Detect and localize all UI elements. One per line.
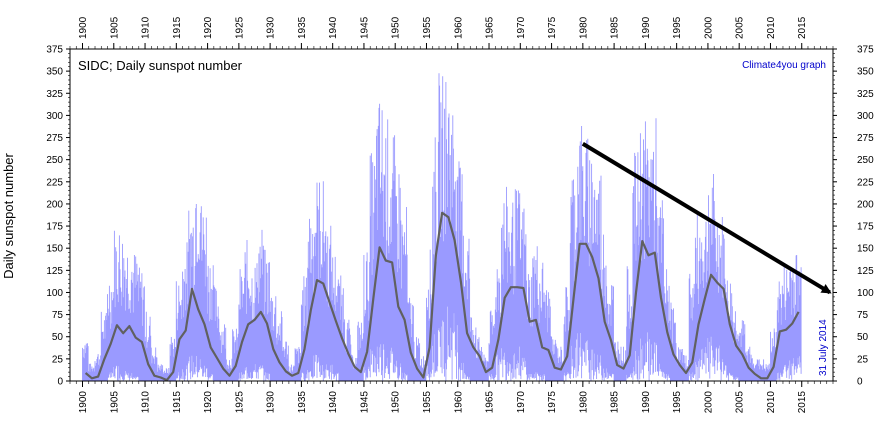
x-tick-label-bottom: 1960 [453,391,464,414]
y-tick-label-left: 0 [57,377,63,388]
y-tick-label-left: 300 [46,111,63,122]
y-tick-label-right: 275 [857,133,874,144]
y-tick-label-left: 250 [46,155,63,166]
x-tick-label-top: 2015 [797,16,808,39]
x-tick-label-bottom: 1970 [516,391,527,414]
y-tick-label-right: 200 [857,199,874,210]
x-tick-label-top: 1930 [266,16,277,39]
trend-arrow [581,142,832,295]
x-tick-label-top: 1915 [172,16,183,39]
y-tick-label-right: 125 [857,266,874,277]
x-tick-label-top: 1990 [641,16,652,39]
x-tick-label-top: 1995 [672,16,683,39]
y-tick-label-right: 325 [857,89,874,100]
axis-layer: 0 0 25 25 50 50 75 75 100 100 125 125 150 150 175 175 20… [46,16,874,413]
x-tick-label-top: 1935 [297,16,308,39]
y-tick-label-left: 375 [46,45,63,56]
chart-credit: Climate4you graph [742,60,826,71]
x-tick-label-top: 1945 [359,16,370,39]
y-tick-label-left: 275 [46,133,63,144]
y-tick-label-left: 100 [46,288,63,299]
x-tick-label-bottom: 1905 [109,391,120,414]
x-tick-label-top: 1910 [141,16,152,39]
x-tick-label-bottom: 1930 [266,391,277,414]
x-tick-label-bottom: 1940 [328,391,339,414]
y-tick-label-right: 300 [857,111,874,122]
daily-sunspot-series [82,73,802,381]
chart-date-note: 31 July 2014 [818,319,829,376]
x-tick-label-top: 1905 [109,16,120,39]
smoothed-sunspot-series [84,211,800,382]
x-tick-label-top: 1960 [453,16,464,39]
y-tick-label-left: 150 [46,244,63,255]
y-tick-label-right: 25 [857,354,869,365]
y-tick-label-left: 325 [46,89,63,100]
y-tick-label-left: 175 [46,222,63,233]
y-tick-label-right: 75 [857,310,869,321]
x-tick-label-top: 1900 [78,16,89,39]
x-tick-label-top: 1950 [391,16,402,39]
x-tick-label-bottom: 1965 [485,391,496,414]
x-tick-label-bottom: 1995 [672,391,683,414]
x-tick-label-bottom: 1915 [172,391,183,414]
y-axis-label: Daily sunspot number [1,152,16,278]
x-tick-label-bottom: 1990 [641,391,652,414]
x-tick-label-bottom: 1950 [391,391,402,414]
x-tick-label-bottom: 1920 [203,391,214,414]
x-tick-label-top: 2000 [703,16,714,39]
y-tick-label-right: 225 [857,177,874,188]
y-tick-label-right: 350 [857,67,874,78]
y-tick-label-left: 50 [52,332,64,343]
y-tick-label-right: 0 [857,377,863,388]
x-tick-label-top: 1980 [578,16,589,39]
x-tick-label-top: 1985 [610,16,621,39]
x-tick-label-bottom: 1980 [578,391,589,414]
chart-title: SIDC; Daily sunspot number [78,58,243,73]
x-tick-label-bottom: 2000 [703,391,714,414]
x-tick-label-bottom: 1900 [78,391,89,414]
x-tick-label-bottom: 2010 [766,391,777,414]
x-tick-label-bottom: 1945 [359,391,370,414]
y-tick-label-left: 125 [46,266,63,277]
x-tick-label-top: 1940 [328,16,339,39]
x-tick-label-top: 1965 [485,16,496,39]
plot-layer [82,73,832,382]
x-tick-label-top: 2010 [766,16,777,39]
y-tick-label-left: 200 [46,199,63,210]
y-tick-label-right: 150 [857,244,874,255]
x-tick-label-bottom: 1975 [547,391,558,414]
x-tick-label-bottom: 2005 [735,391,746,414]
x-tick-label-top: 1975 [547,16,558,39]
y-tick-label-right: 50 [857,332,869,343]
y-tick-label-left: 350 [46,67,63,78]
x-tick-label-top: 1925 [234,16,245,39]
y-tick-label-right: 100 [857,288,874,299]
x-tick-label-bottom: 2015 [797,391,808,414]
x-tick-label-top: 2005 [735,16,746,39]
x-tick-label-top: 1920 [203,16,214,39]
x-tick-label-bottom: 1910 [141,391,152,414]
x-tick-label-bottom: 1935 [297,391,308,414]
y-tick-label-right: 375 [857,45,874,56]
y-tick-label-right: 250 [857,155,874,166]
y-tick-label-right: 175 [857,222,874,233]
y-tick-label-left: 25 [52,354,64,365]
x-tick-label-bottom: 1955 [422,391,433,414]
y-tick-label-left: 225 [46,177,63,188]
x-tick-label-bottom: 1925 [234,391,245,414]
x-tick-label-top: 1955 [422,16,433,39]
x-tick-label-top: 1970 [516,16,527,39]
y-tick-label-left: 75 [52,310,64,321]
x-tick-label-bottom: 1985 [610,391,621,414]
